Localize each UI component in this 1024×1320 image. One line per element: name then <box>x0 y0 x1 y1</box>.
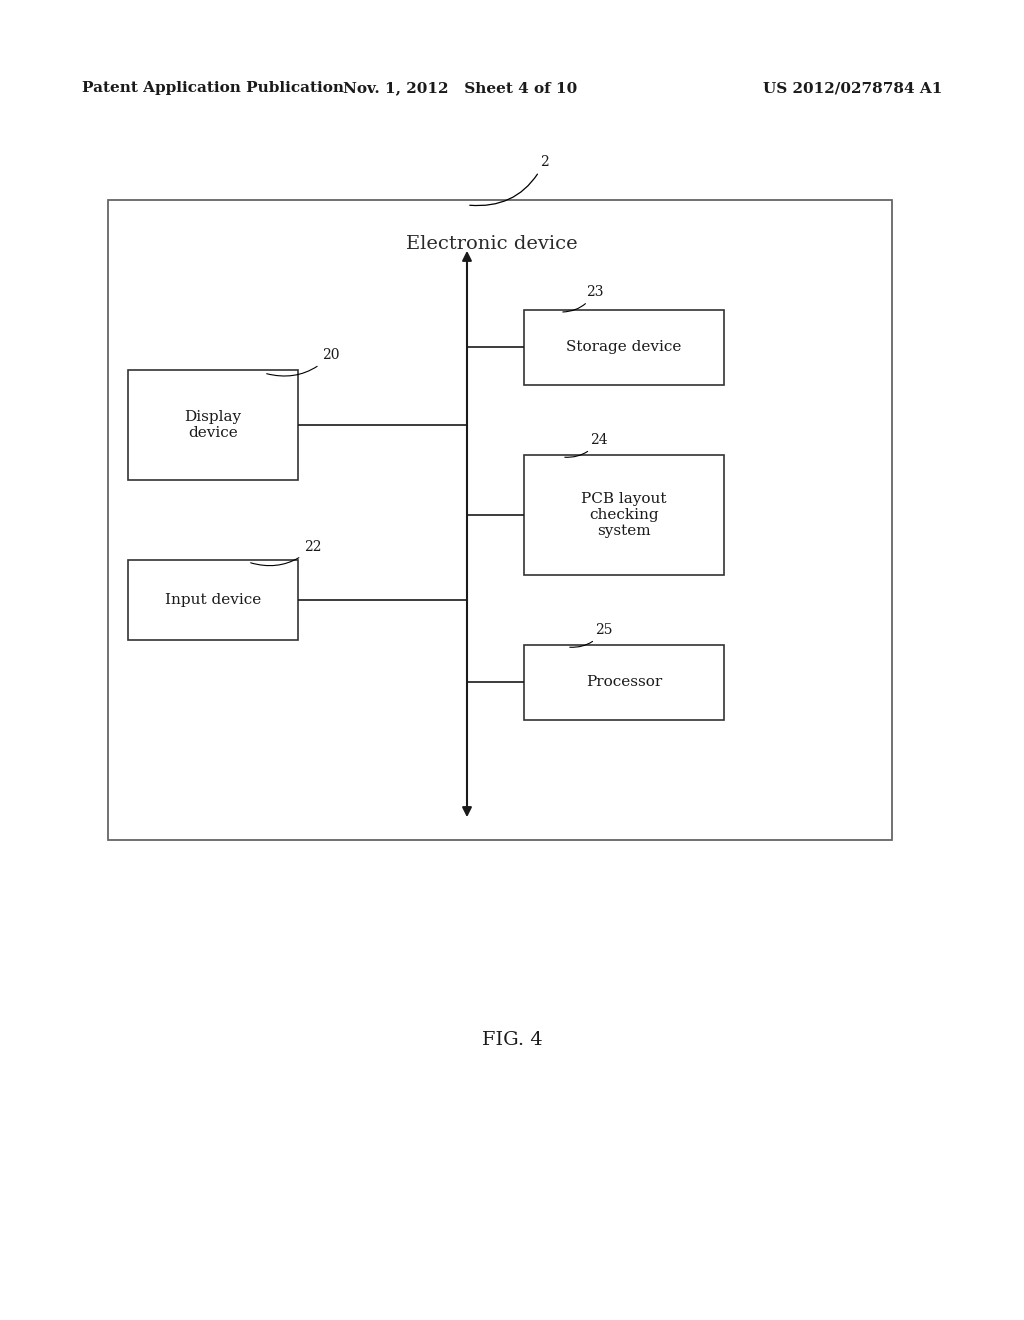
Text: Processor: Processor <box>586 676 663 689</box>
Bar <box>108 201 892 840</box>
Text: 2: 2 <box>470 154 549 206</box>
Text: Display
device: Display device <box>184 411 242 440</box>
Text: 20: 20 <box>266 348 340 376</box>
Bar <box>524 645 724 719</box>
Text: US 2012/0278784 A1: US 2012/0278784 A1 <box>763 81 942 95</box>
Text: Storage device: Storage device <box>566 341 682 355</box>
Text: FIG. 4: FIG. 4 <box>481 1031 543 1049</box>
Text: PCB layout
checking
system: PCB layout checking system <box>582 492 667 539</box>
Text: 23: 23 <box>563 285 603 312</box>
Text: 22: 22 <box>251 540 322 566</box>
Bar <box>128 560 298 640</box>
Text: Nov. 1, 2012   Sheet 4 of 10: Nov. 1, 2012 Sheet 4 of 10 <box>343 81 578 95</box>
Text: Electronic device: Electronic device <box>407 235 578 253</box>
Text: Patent Application Publication: Patent Application Publication <box>82 81 344 95</box>
Bar <box>524 455 724 576</box>
Text: 24: 24 <box>565 433 607 457</box>
Bar <box>524 310 724 385</box>
Text: 25: 25 <box>569 623 612 647</box>
Bar <box>128 370 298 480</box>
Text: Input device: Input device <box>165 593 261 607</box>
